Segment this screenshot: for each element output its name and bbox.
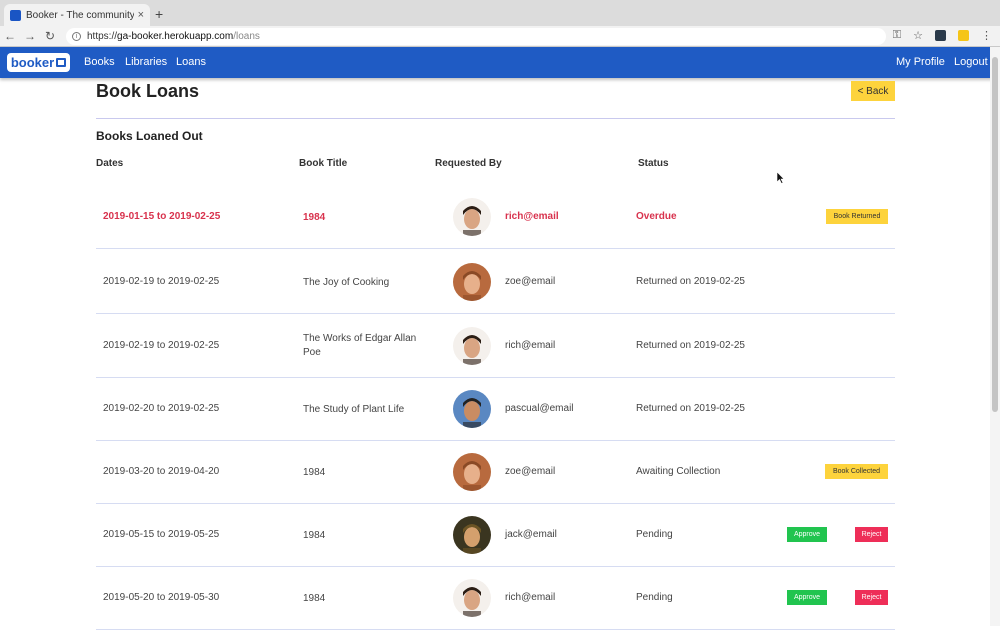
forward-arrow-icon[interactable]: → <box>24 29 36 43</box>
loan-status: Pending <box>636 592 673 603</box>
section-title: Books Loaned Out <box>96 129 203 143</box>
loan-status: Returned on 2019-02-25 <box>636 276 745 287</box>
loan-requester-email: jack@email <box>505 529 557 540</box>
table-row: 2019-02-20 to 2019-02-25 The Study of Pla… <box>96 378 895 441</box>
url-host: ga-booker.herokuapp.com <box>117 31 234 42</box>
key-icon[interactable]: ⚿ <box>892 29 902 41</box>
browser-toolbar: ← → ↻ i https://ga-booker.herokuapp.com /… <box>0 26 1000 47</box>
mouse-cursor-icon <box>777 172 785 184</box>
table-row: 2019-03-20 to 2019-04-20 1984 zoe@email Awa… <box>96 441 895 504</box>
back-button[interactable]: < Back <box>851 81 895 101</box>
books-icon <box>56 58 67 67</box>
book-returned-button[interactable]: Book Returned <box>826 209 888 224</box>
loan-book-title: 1984 <box>303 530 326 541</box>
avatar <box>453 263 491 301</box>
approve-button[interactable]: Approve <box>787 527 827 542</box>
browser-tabbar: Booker - The community librar × + <box>0 0 1000 26</box>
loan-book-title: 1984 <box>303 212 326 223</box>
loan-dates: 2019-02-20 to 2019-02-25 <box>103 403 220 414</box>
header-divider <box>96 118 895 119</box>
app-navbar: booker Books Libraries Loans My Profile … <box>0 47 1000 78</box>
url-scheme: https:// <box>87 31 118 42</box>
nav-libraries-link[interactable]: Libraries <box>125 56 168 68</box>
site-info-icon[interactable]: i <box>72 32 81 41</box>
loan-book-title: 1984 <box>303 467 326 478</box>
loan-book-title: The Works of Edgar Allan Poe <box>303 333 417 358</box>
menu-dots-icon[interactable]: ⋮ <box>981 30 992 42</box>
table-row: 2019-02-19 to 2019-02-25 The Works of Edg… <box>96 315 895 378</box>
loan-requester-email: zoe@email <box>505 276 556 287</box>
loan-dates: 2019-05-20 to 2019-05-30 <box>103 592 220 603</box>
url-bar[interactable]: i https://ga-booker.herokuapp.com/loans <box>66 28 886 45</box>
loan-dates: 2019-01-15 to 2019-02-25 <box>103 211 221 222</box>
loan-dates: 2019-03-20 to 2019-04-20 <box>103 466 220 477</box>
scroll-thumb[interactable] <box>992 57 998 412</box>
loan-dates: 2019-02-19 to 2019-02-25 <box>103 340 220 351</box>
avatar <box>453 579 491 617</box>
url-path: /loans <box>233 31 260 42</box>
column-header-book-title: Book Title <box>299 158 348 169</box>
booker-favicon-icon <box>10 9 21 21</box>
new-tab-icon[interactable]: + <box>155 6 164 22</box>
loan-book-title: 1984 <box>303 593 326 604</box>
page-scrollbar[interactable] <box>990 47 1000 626</box>
table-row: 2019-05-20 to 2019-05-30 1984 rich@email Pe… <box>96 567 895 630</box>
reject-button[interactable]: Reject <box>855 590 888 605</box>
loan-requester-email: rich@email <box>505 592 556 603</box>
approve-button[interactable]: Approve <box>787 590 827 605</box>
nav-logout-link[interactable]: Logout <box>954 56 988 68</box>
loan-status: Overdue <box>636 211 677 222</box>
nav-my-profile-link[interactable]: My Profile <box>896 56 945 68</box>
avatar <box>453 327 491 365</box>
extension-icon[interactable] <box>935 30 946 41</box>
loan-status: Awaiting Collection <box>636 466 721 477</box>
loan-requester-email: pascual@email <box>505 403 574 414</box>
loan-book-title: The Study of Plant Life <box>303 404 405 415</box>
loan-requester-email: rich@email <box>505 211 559 222</box>
avatar <box>453 198 491 236</box>
book-collected-button[interactable]: Book Collected <box>825 464 888 479</box>
loan-status: Returned on 2019-02-25 <box>636 403 745 414</box>
table-row: 2019-05-15 to 2019-05-25 1984 jack@email Pe… <box>96 504 895 567</box>
close-tab-icon[interactable]: × <box>137 9 144 21</box>
bookmark-star-icon[interactable]: ☆ <box>913 30 923 42</box>
nav-books-link[interactable]: Books <box>84 56 115 68</box>
browser-tab[interactable]: Booker - The community librar × <box>4 4 150 26</box>
avatar <box>453 453 491 491</box>
tab-title: Booker - The community librar <box>26 9 134 21</box>
avatar <box>453 390 491 428</box>
column-header-status: Status <box>638 158 669 169</box>
page-title: Book Loans <box>96 81 200 101</box>
table-row: 2019-02-19 to 2019-02-25 The Joy of Cooki… <box>96 251 895 314</box>
reload-icon[interactable]: ↻ <box>44 29 56 43</box>
reject-button[interactable]: Reject <box>855 527 888 542</box>
avatar <box>453 516 491 554</box>
loan-requester-email: zoe@email <box>505 466 556 477</box>
loan-requester-email: rich@email <box>505 340 556 351</box>
loan-book-title: The Joy of Cooking <box>303 277 390 288</box>
loan-status: Returned on 2019-02-25 <box>636 340 745 351</box>
back-arrow-icon[interactable]: ← <box>4 29 16 43</box>
column-header-dates: Dates <box>96 158 124 169</box>
extension-icon[interactable] <box>958 30 969 41</box>
table-row: 2019-01-15 to 2019-02-25 1984 rich@email Ov… <box>96 186 895 249</box>
loan-dates: 2019-02-19 to 2019-02-25 <box>103 276 220 287</box>
booker-logo[interactable]: booker <box>7 53 70 72</box>
loan-dates: 2019-05-15 to 2019-05-25 <box>103 529 220 540</box>
nav-loans-link[interactable]: Loans <box>176 56 206 68</box>
column-header-requested-by: Requested By <box>435 158 502 169</box>
loan-status: Pending <box>636 529 673 540</box>
logo-text: booker <box>10 55 55 70</box>
